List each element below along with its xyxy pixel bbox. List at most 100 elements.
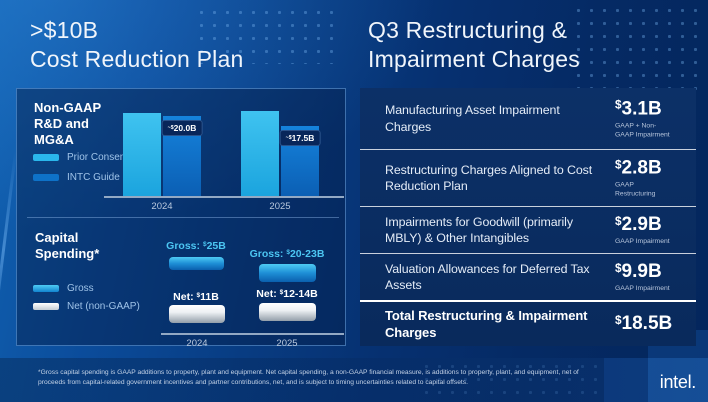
dot-pattern-top-left (195, 6, 340, 64)
diagonal-accent (0, 150, 18, 350)
charge-sub-2: GAAP Restructuring (615, 181, 656, 198)
charge-number-2: 2.8B (621, 157, 662, 179)
dot-pattern-footer (420, 360, 600, 396)
intel-logo: intel. (659, 372, 697, 392)
rd-heading-line2: R&D and (34, 116, 89, 131)
charges-row-4: Valuation Allowances for Deferred Tax As… (360, 254, 696, 302)
net-amount-2024: 11B (200, 291, 219, 303)
prior-consensus-swatch (33, 154, 59, 161)
charge-currency-3: $ (615, 214, 622, 228)
charge-sub-3: GAAP Impairment (615, 237, 670, 245)
charge-amount-1: $3.1B (615, 98, 673, 120)
gross-label: Gross (67, 283, 94, 294)
net-amount-2025: 12-14B (283, 288, 318, 300)
legend-intc-guide: INTC Guide (33, 172, 120, 183)
right-title-line1: Q3 Restructuring & (368, 17, 568, 43)
net-prefix-2025: Net: (256, 288, 280, 300)
prior-consensus-label: Prior Consensus (67, 152, 141, 163)
charge-amount-3: $2.9B (615, 214, 673, 236)
corner-block-mid (604, 358, 708, 402)
legend-prior-consensus: Prior Consensus (33, 152, 141, 163)
net-value-2025: Net: $12-14B (256, 288, 317, 300)
net-cur-2025: $ (279, 289, 284, 297)
charges-row-2: Restructuring Charges Aligned to Cost Re… (360, 150, 696, 207)
charge-currency-1: $ (615, 98, 622, 112)
charge-amount-2: $2.8B (615, 157, 673, 179)
panel-divider (27, 217, 339, 218)
net-cur-2024: $ (196, 292, 201, 300)
total-value: $18.5B (615, 313, 672, 335)
charges-total-row: Total Restructuring & Impairment Charges… (360, 302, 696, 346)
bar-prior-2025 (241, 111, 279, 196)
net-pill-2025 (259, 303, 316, 321)
charges-row-1: Manufacturing Asset Impairment Charges $… (360, 88, 696, 150)
charge-amount-4: $9.9B (615, 261, 673, 283)
charges-panel: Manufacturing Asset Impairment Charges $… (360, 88, 696, 346)
net-prefix-2024: Net: (173, 291, 197, 303)
charge-label-4: Valuation Allowances for Deferred Tax As… (385, 261, 590, 292)
rd-axis-year-2025: 2025 (269, 201, 291, 212)
gross-value-2025: Gross: $20-23B (250, 248, 325, 260)
charge-label-3: Impairments for Goodwill (primarily MBLY… (385, 214, 573, 245)
charge-sub-1: GAAP + Non-GAAP Impairment (615, 121, 670, 138)
gross-amount-2024: 25B (206, 240, 226, 252)
capital-axis-year-2025: 2025 (276, 338, 298, 349)
gross-cur-2024: $ (202, 241, 207, 249)
gross-pill-2024 (169, 257, 224, 270)
cost-reduction-panel: Non-GAAP R&D and MG&A Prior Consensus IN… (16, 88, 346, 349)
legend-gross: Gross (33, 283, 94, 294)
gross-amount-2025: 20-23B (289, 248, 325, 260)
net-label: Net (non-GAAP) (67, 301, 140, 312)
intc-guide-swatch (33, 174, 59, 181)
intc-guide-label: INTC Guide (67, 172, 120, 183)
footer-band (0, 358, 708, 402)
tag-amount-2025: 17.5B (291, 133, 315, 143)
bar-prior-2024 (123, 113, 161, 196)
charge-sub-4: GAAP Impairment (615, 284, 670, 292)
gross-pill-2025 (259, 264, 316, 282)
dot-pattern-top-right (572, 4, 704, 90)
gross-prefix-2025: Gross: (249, 248, 287, 260)
charge-number-4: 9.9B (621, 260, 662, 282)
gross-cur-2025: $ (286, 249, 290, 257)
legend-net: Net (non-GAAP) (33, 301, 140, 312)
charges-row-3: Impairments for Goodwill (primarily MBLY… (360, 207, 696, 254)
footnote: *Gross capital spending is GAAP addition… (38, 369, 579, 387)
right-title-line2: Impairment Charges (368, 46, 580, 72)
corner-block-logo (648, 358, 708, 402)
charge-value-4: $9.9B GAAP Impairment (615, 261, 673, 293)
bar-value-tag-2025: ~$17.5B (279, 130, 321, 146)
gross-swatch (33, 285, 59, 292)
gross-value-2024: Gross: $25B (166, 240, 226, 252)
charge-currency-4: $ (615, 261, 622, 275)
rd-heading-line3: MG&A (34, 132, 74, 147)
left-title: >$10B Cost Reduction Plan (30, 16, 243, 74)
right-title: Q3 Restructuring & Impairment Charges (368, 16, 580, 74)
total-number: 18.5B (621, 313, 673, 334)
net-swatch (33, 303, 59, 310)
rd-axis-year-2024: 2024 (151, 201, 173, 212)
capital-axis-line (161, 333, 344, 335)
left-title-line1: >$10B (30, 17, 99, 43)
capital-heading-line1: Capital (35, 230, 79, 245)
total-amount: $18.5B (615, 313, 672, 335)
bar-value-tag-2024: ~$20.0B (161, 120, 203, 136)
tag-sup-2025: ~$ (285, 134, 292, 141)
charge-value-3: $2.9B GAAP Impairment (615, 214, 673, 246)
charge-label-1: Manufacturing Asset Impairment Charges (385, 103, 560, 134)
charge-label-2: Restructuring Charges Aligned to Cost Re… (385, 162, 593, 193)
net-value-2024: Net: $11B (173, 291, 219, 303)
charge-number-3: 2.9B (621, 213, 662, 235)
rd-heading-line1: Non-GAAP (34, 100, 102, 115)
total-label: Total Restructuring & Impairment Charges (385, 307, 588, 340)
gross-prefix-2024: Gross: (166, 240, 203, 252)
rd-axis-line (104, 196, 344, 198)
tag-amount-2024: 20.0B (173, 123, 197, 133)
charge-value-1: $3.1B GAAP + Non-GAAP Impairment (615, 98, 673, 139)
charge-currency-2: $ (615, 158, 622, 172)
net-pill-2024 (169, 305, 225, 323)
left-title-line2: Cost Reduction Plan (30, 46, 244, 72)
capital-axis-year-2024: 2024 (186, 338, 208, 349)
capital-spending-heading: Capital Spending* (35, 230, 99, 262)
